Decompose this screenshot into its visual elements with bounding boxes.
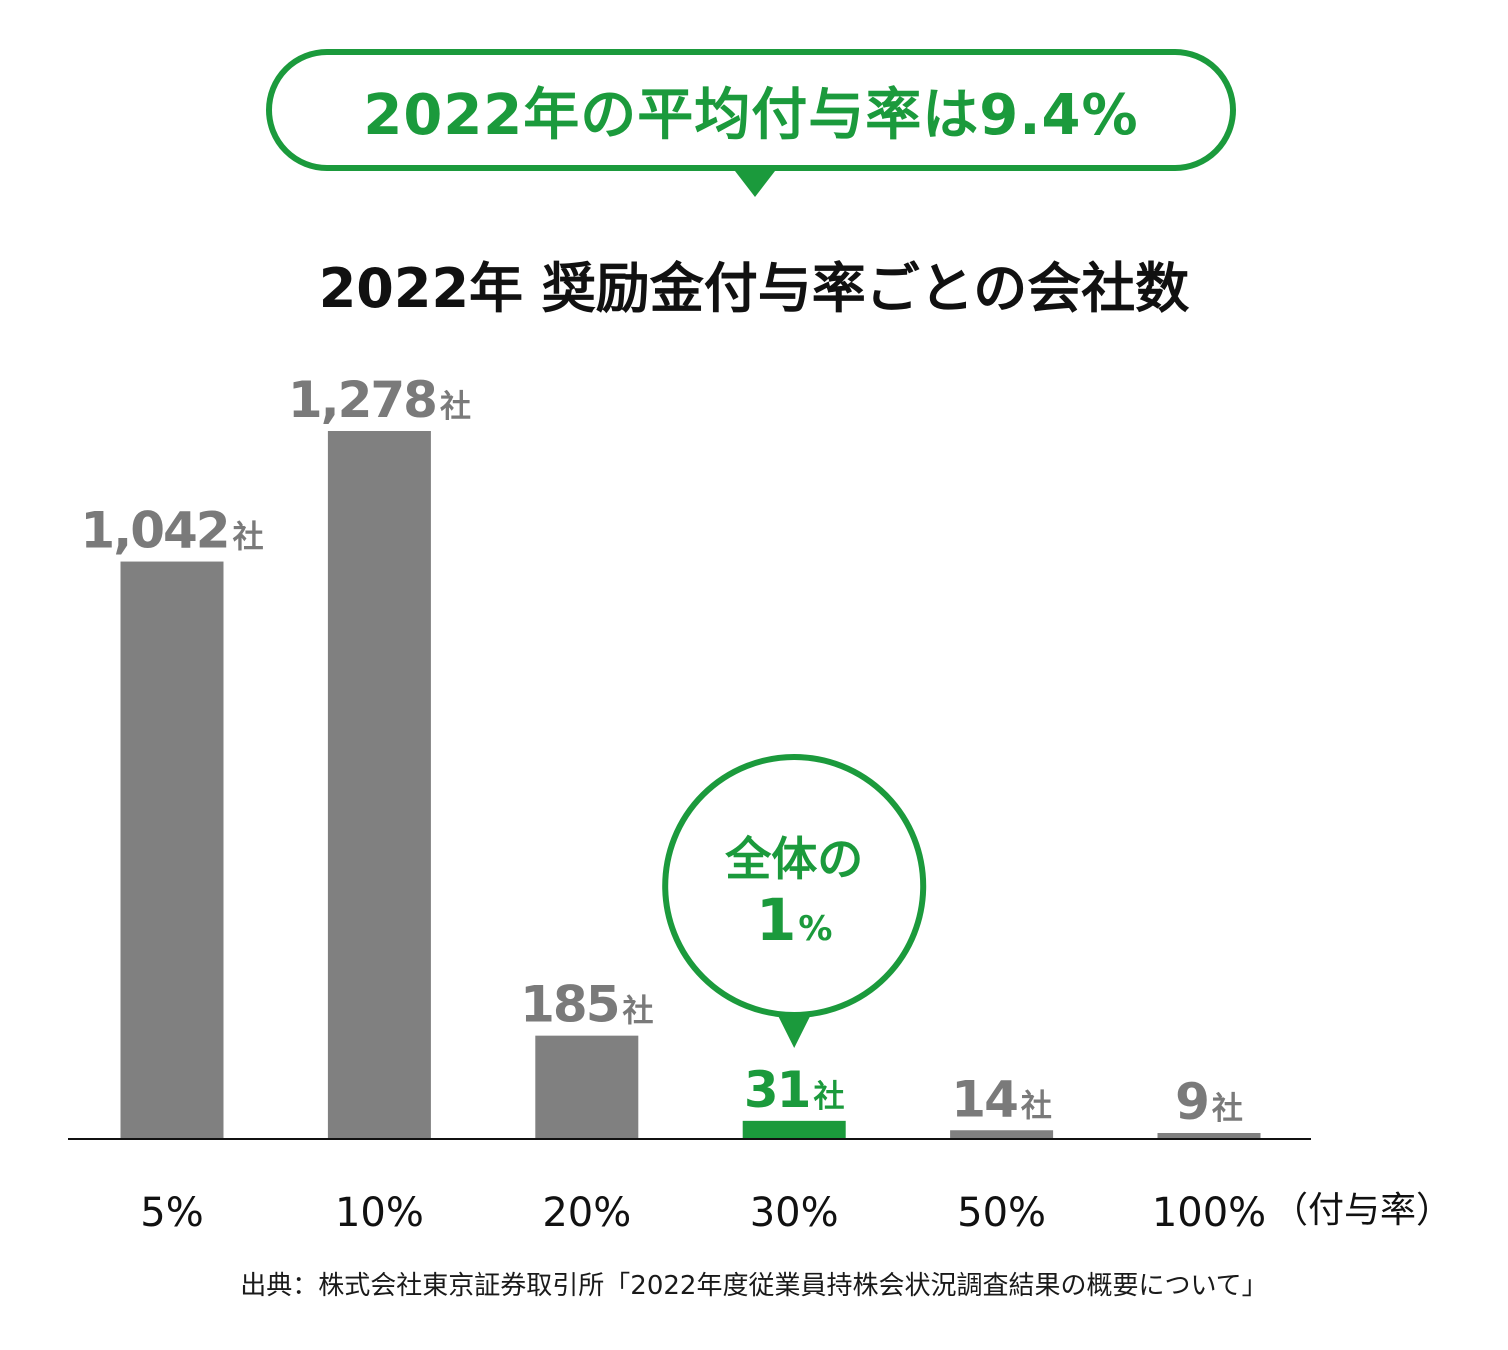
x-tick-label: 30% bbox=[750, 1190, 839, 1236]
value-label: 185 社 bbox=[520, 976, 653, 1034]
headline-pointer bbox=[735, 171, 775, 197]
headline-bubble: 2022年の平均付与率は9.4% bbox=[266, 49, 1236, 171]
x-tick-label: 50% bbox=[957, 1190, 1046, 1236]
x-tick-label: 5% bbox=[140, 1190, 203, 1236]
callout-pointer bbox=[777, 1014, 812, 1048]
bar-20% bbox=[535, 1035, 639, 1138]
headline-text: 2022年の平均付与率は9.4% bbox=[363, 82, 1139, 148]
value-label: 14 社 bbox=[951, 1070, 1052, 1128]
x-tick-label: 20% bbox=[542, 1190, 631, 1236]
value-label: 31 社 bbox=[744, 1061, 845, 1119]
value-label: 1,278 社 bbox=[288, 371, 471, 429]
x-tick-label: 100% bbox=[1152, 1190, 1266, 1236]
bar-10% bbox=[327, 431, 431, 1138]
bar-100% bbox=[1157, 1133, 1261, 1138]
callout-line1: 全体の bbox=[724, 832, 863, 886]
chart-title: 2022年 奨励金付与率ごとの会社数 bbox=[318, 257, 1190, 320]
x-axis-label: （付与率） bbox=[1272, 1190, 1452, 1231]
source-note: 出典：株式会社東京証券取引所「2022年度従業員持株会状況調査結果の概要について… bbox=[240, 1271, 1268, 1301]
x-tick-label: 10% bbox=[335, 1190, 424, 1236]
bar-5% bbox=[120, 561, 224, 1138]
bar-30% bbox=[742, 1120, 846, 1138]
value-label: 1,042 社 bbox=[80, 502, 263, 560]
bar-50% bbox=[950, 1130, 1054, 1138]
callout-percent: 1% bbox=[756, 886, 832, 954]
